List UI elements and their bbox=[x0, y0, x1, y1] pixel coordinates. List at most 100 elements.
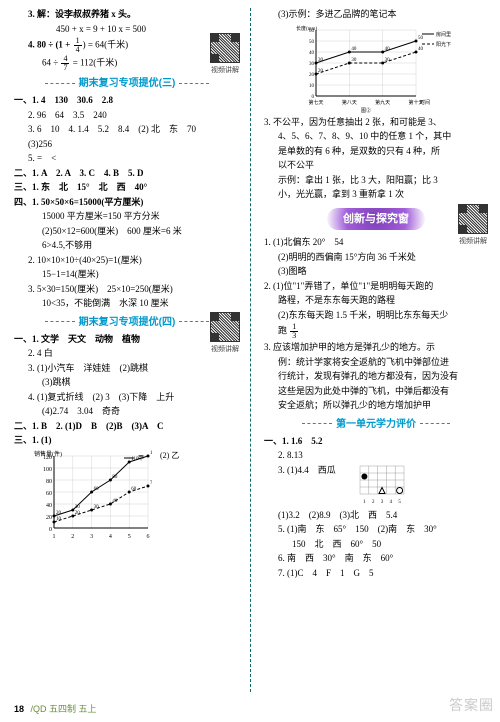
text-line: 4. (1)复式折线 (2) 3 (3)下降 上升 bbox=[14, 391, 240, 405]
section-heading: 期末复习专项提优(四) bbox=[14, 315, 240, 330]
page-footer: 18 /QD 五四制 五上 bbox=[14, 703, 97, 717]
length-line-chart: 0102030405060第七天第八天第九天第十天时间图②30404050203… bbox=[296, 24, 488, 114]
page-number: 18 bbox=[14, 704, 24, 714]
svg-text:80: 80 bbox=[46, 479, 52, 485]
text-line: 3. 解：设李叔叔养猪 x 头。 bbox=[14, 8, 240, 22]
mini-grid-chart: 12345 bbox=[356, 464, 412, 508]
text-line: 3. (1)小汽车 洋娃娃 (2)跳棋 bbox=[14, 362, 240, 376]
fraction: 14 bbox=[74, 37, 82, 54]
text-line: (2)明明的西偏南 15°方向 36 千米处 bbox=[264, 251, 488, 265]
svg-text:房间里: 房间里 bbox=[436, 31, 451, 38]
svg-text:100: 100 bbox=[43, 467, 52, 473]
right-column: (3)示例：多进乙品牌的笔记本 0102030405060第七天第八天第九天第十… bbox=[250, 0, 500, 722]
svg-text:3: 3 bbox=[90, 534, 93, 540]
text-line: 四、1. 50×50×6=15000(平方厘米) bbox=[14, 196, 240, 210]
text-line: (3)图略 bbox=[264, 265, 488, 279]
svg-text:2: 2 bbox=[372, 500, 375, 505]
svg-text:销售量(件): 销售量(件) bbox=[34, 450, 62, 458]
text-line: 2. (1)位"1"弄错了，单位"1"是明明每天跑的 bbox=[264, 280, 488, 294]
text-line: 以不公平 bbox=[264, 159, 488, 173]
section-banner: 创新与探究窗 bbox=[264, 208, 488, 231]
text-line: 一、1. 1.6 5.2 bbox=[264, 435, 488, 449]
qr-label: 视频讲解 bbox=[456, 236, 490, 247]
section-heading: 第一单元学力评价 bbox=[264, 417, 488, 432]
fraction: 47 bbox=[61, 55, 69, 72]
svg-text:第八天: 第八天 bbox=[342, 99, 357, 106]
svg-text:1: 1 bbox=[363, 500, 366, 505]
page-root: 3. 解：设李叔叔养猪 x 头。 450 + x = 9 + 10 x = 50… bbox=[0, 0, 500, 722]
text-line: 2. 8.13 bbox=[264, 449, 488, 463]
text-line: 二、1. A 2. A 3. C 4. B 5. D bbox=[14, 167, 240, 181]
text-line: 4. 80 ÷ (1 + 14) = 64(千米) bbox=[14, 37, 240, 54]
text-line: 是单数的有 6 种，是双数的只有 4 种，所 bbox=[264, 145, 488, 159]
text-line: 5. = < bbox=[14, 152, 240, 166]
item-label: 4. 80 ÷ (1 + bbox=[28, 40, 73, 50]
text-line: 3. (1)4.4 西瓜 12345 bbox=[264, 464, 488, 508]
text-line: 3. 6 10 4. 1.4 5.2 8.4 (2) 北 东 70 bbox=[14, 123, 240, 137]
svg-text:30: 30 bbox=[351, 58, 357, 63]
text-line: 行统计，发现有弹孔的地方都没有，因为没有 bbox=[264, 370, 488, 384]
text-line: 2. 10×10×10÷(40×25)=1(厘米) bbox=[14, 254, 240, 268]
fraction: 13 bbox=[290, 323, 298, 340]
text-line: 三、1. (1) bbox=[14, 434, 240, 448]
qr-label: 视频讲解 bbox=[208, 344, 242, 355]
svg-text:10: 10 bbox=[309, 84, 315, 89]
sales-line-chart: 0204060801001201234562030608011012010203… bbox=[32, 450, 240, 540]
text-line: 这些是因为此处中弹的飞机，中弹后都没有 bbox=[264, 385, 488, 399]
svg-text:5: 5 bbox=[128, 534, 131, 540]
text-line: 64 ÷ 47 = 112(千米) bbox=[14, 55, 240, 72]
text-line: 15−1=14(厘米) bbox=[14, 268, 240, 282]
text-line: 450 + x = 9 + 10 x = 500 bbox=[14, 23, 240, 37]
svg-text:1: 1 bbox=[53, 534, 56, 540]
text-line: (3)跳棋 bbox=[14, 376, 240, 390]
svg-text:70: 70 bbox=[150, 481, 152, 486]
svg-text:阳光下: 阳光下 bbox=[436, 41, 451, 48]
text-line: 6. 南 西 30° 南 东 60° bbox=[264, 552, 488, 566]
text-line: 例：统计学家将安全返航的飞机中弹部位进 bbox=[264, 356, 488, 370]
text-line: 路程，不是东东每天跑的路程 bbox=[264, 294, 488, 308]
watermark: 答案圈 bbox=[449, 695, 494, 716]
text-line: 4、5、6、7、8、9、10 中的任意 1 个，其中 bbox=[264, 130, 488, 144]
text-line: (1)3.2 (2)8.9 (3)北 西 5.4 bbox=[264, 509, 488, 523]
chart-svg: 0102030405060第七天第八天第九天第十天时间图②30404050203… bbox=[296, 24, 466, 114]
qr-code-icon bbox=[458, 204, 488, 234]
svg-text:图②: 图② bbox=[361, 107, 371, 114]
svg-text:0: 0 bbox=[312, 95, 315, 100]
svg-text:4: 4 bbox=[109, 534, 112, 540]
svg-text:第七天: 第七天 bbox=[308, 99, 323, 106]
svg-text:时间: 时间 bbox=[420, 99, 430, 106]
text-line: 15000 平方厘米=150 平方分米 bbox=[14, 210, 240, 224]
svg-text:20: 20 bbox=[46, 515, 52, 521]
qr-label: 视频讲解 bbox=[208, 65, 242, 76]
text-line: (4)2.74 3.04 奇奇 bbox=[14, 405, 240, 419]
text-line: 7. (1)C 4 F 1 G 5 bbox=[264, 567, 488, 581]
section-heading: 期末复习专项提优(三) bbox=[14, 76, 240, 91]
text-line: 3. 应该增加护甲的地方是弹孔少的地方。示 bbox=[264, 341, 488, 355]
qr-code-icon bbox=[210, 33, 240, 63]
svg-text:50: 50 bbox=[418, 36, 424, 41]
text-line: (2)50×12=600(厘米) 600 厘米=6 米 bbox=[14, 225, 240, 239]
text-line: 5. (1)南 东 65° 150 (2)南 东 30° bbox=[264, 523, 488, 537]
text-line: 一、1. 文学 天文 动物 植物 bbox=[14, 333, 240, 347]
item-num: 3. 解：设李叔叔养猪 x 头。 bbox=[28, 9, 136, 19]
svg-text:50: 50 bbox=[309, 40, 315, 45]
svg-text:120: 120 bbox=[150, 451, 152, 456]
text-line: 1. (1)北偏东 20° 54 bbox=[264, 236, 488, 250]
svg-text:4: 4 bbox=[389, 500, 392, 505]
text-line: 跑 13 bbox=[264, 323, 488, 340]
svg-text:0: 0 bbox=[49, 527, 52, 533]
footer-label: /QD 五四制 五上 bbox=[31, 704, 97, 714]
text-line: 二、1. B 2. (1)D B (2)B (3)A C bbox=[14, 420, 240, 434]
left-column: 3. 解：设李叔叔养猪 x 头。 450 + x = 9 + 10 x = 50… bbox=[0, 0, 250, 722]
banner-label: 创新与探究窗 bbox=[327, 208, 425, 231]
chart-legend-text: (2) 乙 bbox=[160, 450, 179, 462]
svg-text:6: 6 bbox=[147, 534, 150, 540]
text-line: 3. 不公平，因为任意抽出 2 张，和可能是 3、 bbox=[264, 116, 488, 130]
svg-text:2: 2 bbox=[71, 534, 74, 540]
svg-text:60: 60 bbox=[131, 487, 137, 492]
svg-text:40: 40 bbox=[351, 47, 357, 52]
text-line: 10<35，不能倒满 水深 10 厘米 bbox=[14, 297, 240, 311]
svg-text:60: 60 bbox=[46, 491, 52, 497]
text-line: 小，光光赢，拿到 3 重新拿 1 次 bbox=[264, 188, 488, 202]
svg-text:40: 40 bbox=[46, 503, 52, 509]
